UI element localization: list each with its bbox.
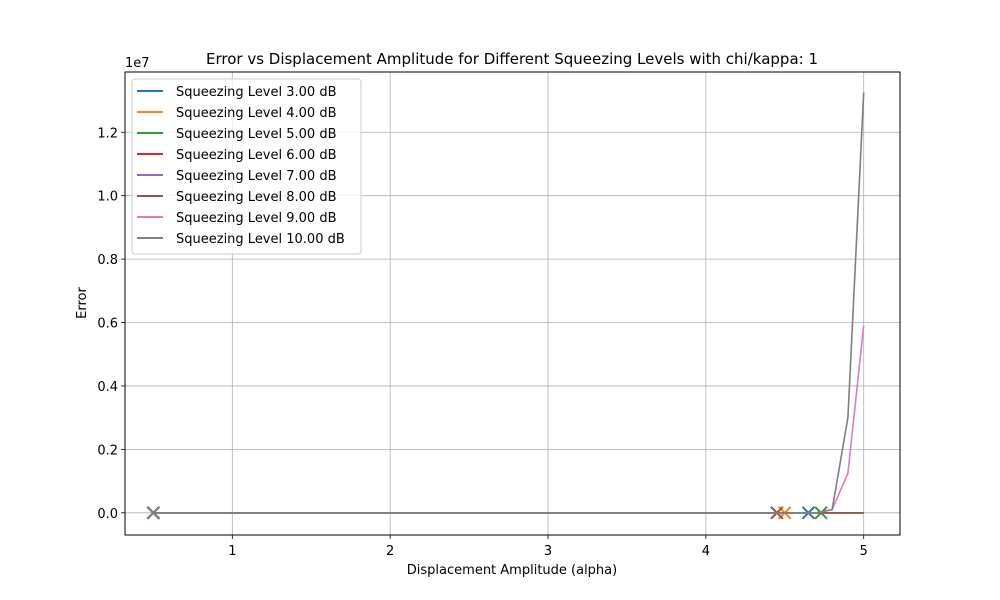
legend-entry: Squeezing Level 7.00 dB — [137, 169, 337, 184]
y-axis-label: Error — [75, 287, 90, 319]
x-tick-label: 3 — [544, 544, 552, 559]
legend-label: Squeezing Level 7.00 dB — [176, 169, 337, 184]
y-tick-label: 0.2 — [97, 443, 118, 458]
x-tick-label: 5 — [860, 544, 868, 559]
plot-area-frame — [124, 71, 901, 536]
legend-entry: Squeezing Level 6.00 dB — [137, 148, 337, 163]
x-axis-label: Displacement Amplitude (alpha) — [407, 563, 617, 578]
legend-entry: Squeezing Level 10.00 dB — [137, 232, 345, 247]
legend-label: Squeezing Level 9.00 dB — [176, 211, 337, 226]
series-line-7 — [153, 92, 865, 514]
y-tick-label: 1.2 — [97, 126, 118, 141]
plot-series — [146, 92, 865, 520]
chart-title: Error vs Displacement Amplitude for Diff… — [206, 50, 818, 68]
x-tick-label: 1 — [228, 544, 236, 559]
legend-entry: Squeezing Level 9.00 dB — [137, 211, 337, 226]
y-tick-label: 0.4 — [97, 380, 118, 395]
legend-label: Squeezing Level 6.00 dB — [176, 148, 337, 163]
legend: Squeezing Level 3.00 dB Squeezing Level 4… — [131, 78, 362, 255]
y-axis-offset-text: 1e7 — [125, 56, 150, 71]
y-tick-label: 0.6 — [97, 317, 118, 332]
y-axis: 0.0 0.2 0.4 0.6 0.8 1.0 1.2 — [97, 126, 125, 522]
legend-entry: Squeezing Level 3.00 dB — [137, 85, 337, 100]
x-tick-label: 2 — [386, 544, 394, 559]
x-axis: 1 2 3 4 5 — [228, 535, 868, 559]
legend-label: Squeezing Level 3.00 dB — [176, 85, 337, 100]
legend-entry: Squeezing Level 8.00 dB — [137, 190, 337, 205]
legend-entry: Squeezing Level 5.00 dB — [137, 127, 337, 142]
y-tick-label: 0.8 — [97, 253, 118, 268]
legend-entry: Squeezing Level 4.00 dB — [137, 106, 337, 121]
legend-box — [131, 78, 362, 255]
legend-label: Squeezing Level 8.00 dB — [176, 190, 337, 205]
y-tick-label: 0.0 — [97, 507, 118, 522]
grid — [125, 72, 900, 535]
legend-label: Squeezing Level 5.00 dB — [176, 127, 337, 142]
legend-label: Squeezing Level 10.00 dB — [176, 232, 345, 247]
x-tick-label: 4 — [702, 544, 710, 559]
y-tick-label: 1.0 — [97, 190, 118, 205]
series-marker-x-7 — [146, 506, 161, 520]
legend-label: Squeezing Level 4.00 dB — [176, 106, 337, 121]
